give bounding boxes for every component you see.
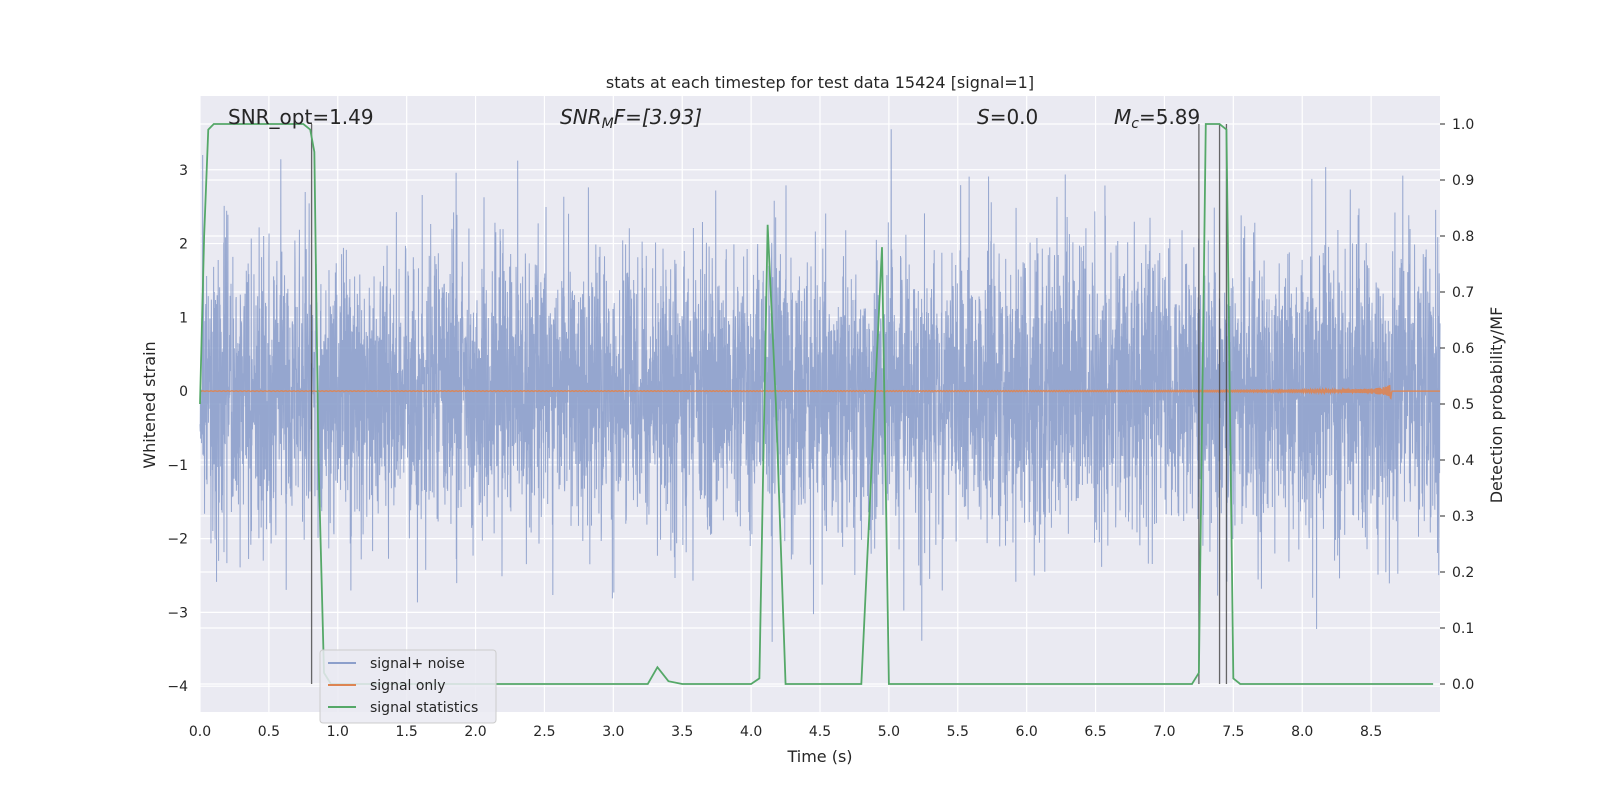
series-path-signal-statistics bbox=[199, 123, 1434, 685]
x-tick-label: 7.0 bbox=[1153, 724, 1175, 740]
y-tick-label-left: −2 bbox=[167, 532, 188, 548]
annotation-s: S=0.0 bbox=[977, 105, 1038, 129]
y-tick-label-left: −3 bbox=[167, 605, 188, 621]
x-tick-label: 4.0 bbox=[740, 724, 762, 740]
x-tick-label: 8.5 bbox=[1360, 724, 1382, 740]
y-tick-label-right: 1.0 bbox=[1452, 117, 1474, 133]
series-signal-only bbox=[199, 384, 1440, 400]
x-tick-label: 6.0 bbox=[1016, 724, 1038, 740]
x-tick-label: 3.0 bbox=[602, 724, 624, 740]
annotation-snr-mf: SNRMF=[3.93] bbox=[560, 105, 702, 132]
x-tick-label: 8.0 bbox=[1291, 724, 1313, 740]
legend-label-signal-only: signal only bbox=[370, 678, 445, 694]
y-tick-label-right: 0.4 bbox=[1452, 453, 1474, 469]
y-axis-ticks-left: −4 −3 −2 −1 0 1 2 3 bbox=[167, 163, 188, 695]
x-tick-label: 5.0 bbox=[878, 724, 900, 740]
x-tick-label: 6.5 bbox=[1084, 724, 1106, 740]
annotation-s-rest: =0.0 bbox=[990, 105, 1039, 129]
legend-label-signal-plus-noise: signal+ noise bbox=[370, 656, 465, 672]
y-tick-label-right: 0.0 bbox=[1452, 677, 1474, 693]
x-tick-label: 7.5 bbox=[1222, 724, 1244, 740]
y-tick-label-left: 0 bbox=[179, 384, 188, 400]
y-tick-label-right: 0.5 bbox=[1452, 397, 1474, 413]
y-tick-label-right: 0.3 bbox=[1452, 509, 1474, 525]
y-tick-label-left: −1 bbox=[167, 458, 188, 474]
x-tick-label: 0.0 bbox=[189, 724, 211, 740]
annotation-mc: Mc=5.89 bbox=[1114, 105, 1200, 132]
chart-title: stats at each timestep for test data 154… bbox=[606, 73, 1034, 92]
series-signal-plus-noise bbox=[199, 129, 1441, 642]
x-tick-label: 2.5 bbox=[533, 724, 555, 740]
y-axis-label-left: Whitened strain bbox=[140, 341, 159, 468]
y-tick-label-left: 1 bbox=[179, 310, 188, 326]
annotation-mc-rest: =5.89 bbox=[1139, 105, 1200, 129]
y-axis-ticks-right: 0.0 0.1 0.2 0.3 0.4 0.5 0.6 0.7 0.8 0.9 1.0 bbox=[1440, 117, 1474, 693]
x-tick-label: 4.5 bbox=[809, 724, 831, 740]
y-tick-label-left: 3 bbox=[179, 163, 188, 179]
x-tick-label: 3.5 bbox=[671, 724, 693, 740]
annotation-snr-mf-rest: F=[3.93] bbox=[614, 105, 702, 129]
y-tick-label-left: 2 bbox=[179, 237, 188, 253]
legend: signal+ noise signal only signal statist… bbox=[319, 649, 497, 724]
annotation-snr-mf-sub: M bbox=[602, 116, 614, 132]
series-path-signal-plus-noise bbox=[199, 129, 1441, 642]
annotation-mc-sub: c bbox=[1131, 116, 1139, 132]
x-tick-label: 2.0 bbox=[464, 724, 486, 740]
y-axis-label-right: Detection probability/MF bbox=[1487, 307, 1506, 504]
y-tick-label-left: −4 bbox=[167, 679, 188, 695]
x-tick-label: 5.5 bbox=[947, 724, 969, 740]
annotation-snr-opt: SNR_opt=1.49 bbox=[228, 105, 374, 129]
vertical-markers bbox=[310, 124, 1228, 684]
x-tick-label: 0.5 bbox=[258, 724, 280, 740]
y-tick-label-right: 0.8 bbox=[1452, 229, 1474, 245]
series-path-signal-only bbox=[199, 384, 1440, 400]
y-tick-label-right: 0.9 bbox=[1452, 173, 1474, 189]
annotation-snr-mf-main: SNR bbox=[560, 105, 602, 129]
x-axis-label: Time (s) bbox=[786, 747, 852, 766]
legend-label-signal-statistics: signal statistics bbox=[370, 700, 478, 716]
annotation-s-main: S bbox=[977, 105, 990, 129]
y-tick-label-right: 0.7 bbox=[1452, 285, 1474, 301]
annotation-mc-main: M bbox=[1114, 105, 1131, 129]
y-tick-label-right: 0.2 bbox=[1452, 565, 1474, 581]
legend-box bbox=[319, 649, 497, 724]
y-tick-label-right: 0.6 bbox=[1452, 341, 1474, 357]
plot-layer bbox=[199, 123, 1441, 685]
series-signal-statistics bbox=[199, 123, 1434, 685]
x-axis-ticks: 0.0 0.5 1.0 1.5 2.0 2.5 3.0 3.5 4.0 4.5 5.0 5.5 6.0 6… bbox=[189, 724, 1382, 740]
y-tick-label-right: 0.1 bbox=[1452, 621, 1474, 637]
x-tick-label: 1.5 bbox=[396, 724, 418, 740]
x-tick-label: 1.0 bbox=[327, 724, 349, 740]
